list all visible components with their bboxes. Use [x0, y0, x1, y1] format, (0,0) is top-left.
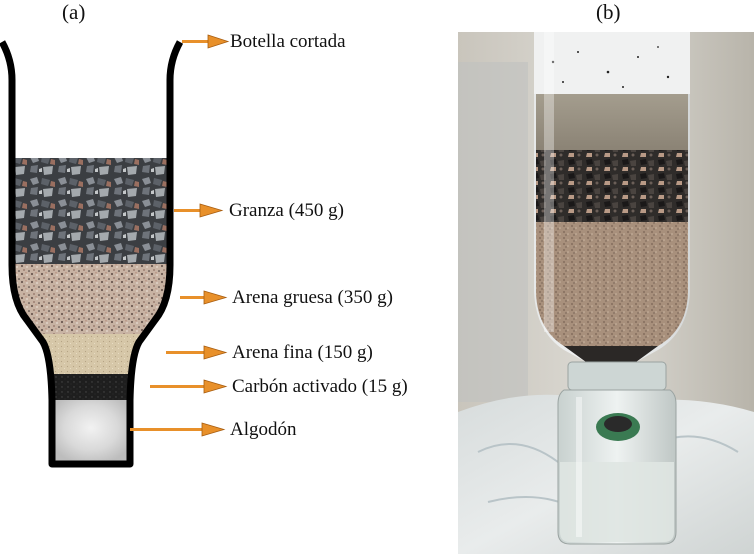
callout-fine-sand: Arena fina (150 g) [232, 342, 373, 363]
arrow-charcoal [150, 379, 228, 394]
panel-label-a: (a) [62, 0, 86, 24]
panel-label-b: (b) [596, 0, 621, 24]
photo-bottle [534, 32, 690, 362]
bottle-outline [0, 40, 184, 468]
arrow-bottle [182, 34, 230, 49]
callout-charcoal: Carbón activado (15 g) [232, 376, 408, 397]
callout-gravel: Granza (450 g) [229, 200, 345, 221]
arrow-gravel [174, 203, 224, 218]
photo-window-reflection [458, 62, 528, 402]
filter-diagram [0, 34, 230, 468]
callout-cotton: Algodón [230, 419, 297, 440]
gravel-layer [14, 158, 168, 264]
coarse-sand-layer [14, 264, 168, 334]
cotton-layer [54, 400, 128, 462]
callout-arrows [130, 34, 230, 437]
callout-bottle: Botella cortada [230, 31, 346, 52]
arrow-fine-sand [166, 345, 228, 360]
arrow-cotton [130, 422, 226, 437]
callout-coarse-sand: Arena gruesa (350 g) [232, 287, 393, 308]
arrow-coarse-sand [180, 290, 228, 305]
photo-jar [557, 361, 677, 545]
filter-photo [458, 32, 754, 554]
